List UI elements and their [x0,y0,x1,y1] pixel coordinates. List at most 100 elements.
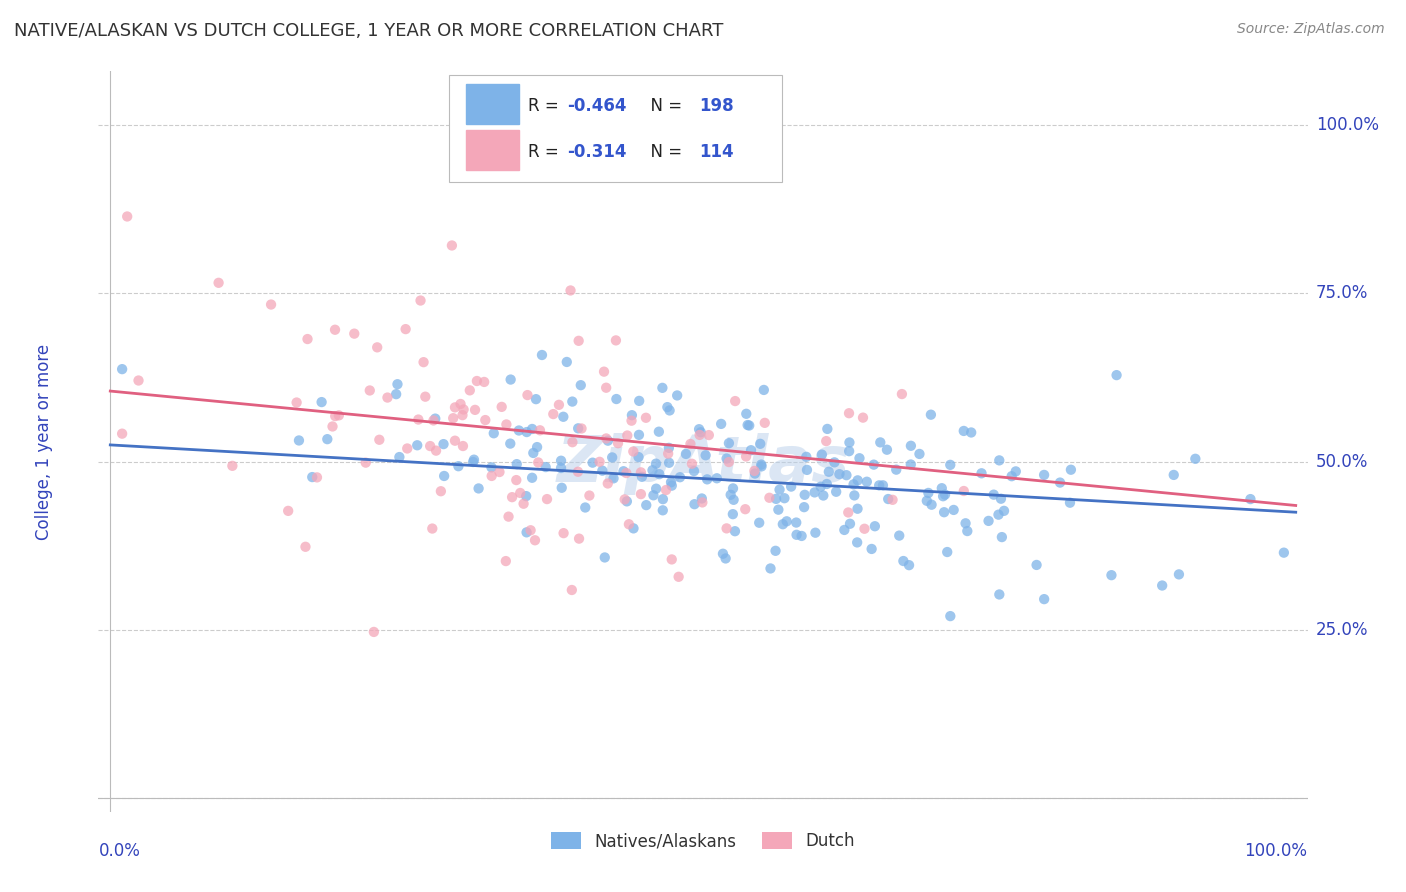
Point [768,502,790,516]
Text: 50.0%: 50.0% [1316,453,1368,471]
Point [288,434,311,448]
Point [343,326,366,341]
Point [661,478,683,492]
Point [932,489,955,503]
Point [516,388,538,402]
Point [461,455,484,469]
Point [420,522,443,536]
Point [868,478,890,492]
Point [846,535,869,549]
Point [595,432,617,446]
Point [520,422,543,436]
Point [860,541,883,556]
Point [768,483,790,497]
Point [683,497,706,511]
Point [588,455,610,469]
Point [956,524,979,538]
Point [960,425,983,440]
Point [506,457,529,471]
Point [524,533,547,548]
Point [744,464,766,478]
Point [621,444,644,458]
Point [983,488,1005,502]
Text: 0.0%: 0.0% [98,842,141,860]
Point [617,517,640,532]
Point [323,323,346,337]
Point [354,456,377,470]
Point [641,463,664,477]
Point [385,387,408,401]
Point [451,408,474,422]
Point [658,403,681,417]
Point [977,514,1000,528]
Text: 198: 198 [699,96,734,115]
Text: -0.314: -0.314 [568,143,627,161]
Point [872,478,894,492]
Point [1168,567,1191,582]
Point [441,411,464,425]
Point [717,455,740,469]
Point [848,451,870,466]
Point [602,471,624,485]
Point [659,475,682,490]
Point [328,409,350,423]
Text: 100.0%: 100.0% [1244,842,1308,860]
Point [934,488,956,502]
Point [720,488,742,502]
Point [776,514,799,528]
Point [645,482,668,496]
Point [568,334,591,348]
Point [567,421,589,435]
Point [893,554,915,568]
Point [422,413,444,427]
Point [561,435,583,450]
Point [658,456,681,470]
Point [294,540,316,554]
Point [529,423,551,437]
Point [651,492,673,507]
Point [368,433,391,447]
Point [444,434,467,448]
Point [988,587,1011,601]
Point [1152,578,1174,592]
Point [842,477,865,491]
Point [596,476,619,491]
Point [828,467,851,482]
Point [396,442,419,456]
Point [823,455,845,469]
Point [955,516,977,531]
Text: 114: 114 [699,143,734,161]
Point [724,394,747,409]
Point [628,393,651,408]
Point [695,448,717,462]
Point [634,410,657,425]
Point [474,413,496,427]
Point [636,498,658,512]
Point [648,425,671,439]
Text: ZipAtlas: ZipAtlas [557,433,849,495]
Point [1059,496,1081,510]
Point [593,365,616,379]
Point [495,554,517,568]
Point [723,492,745,507]
Point [751,459,773,474]
Point [221,458,243,473]
Point [571,421,593,435]
Point [786,528,808,542]
Point [516,525,538,540]
Point [620,408,643,422]
Point [550,454,572,468]
Point [716,451,738,466]
Point [444,401,467,415]
Point [748,516,770,530]
Point [553,526,575,541]
Point [765,544,787,558]
Point [1033,467,1056,482]
Point [387,377,409,392]
Point [285,395,308,409]
FancyBboxPatch shape [449,75,782,183]
Point [596,434,619,448]
Point [889,528,911,542]
FancyBboxPatch shape [465,130,519,170]
Point [612,464,634,478]
